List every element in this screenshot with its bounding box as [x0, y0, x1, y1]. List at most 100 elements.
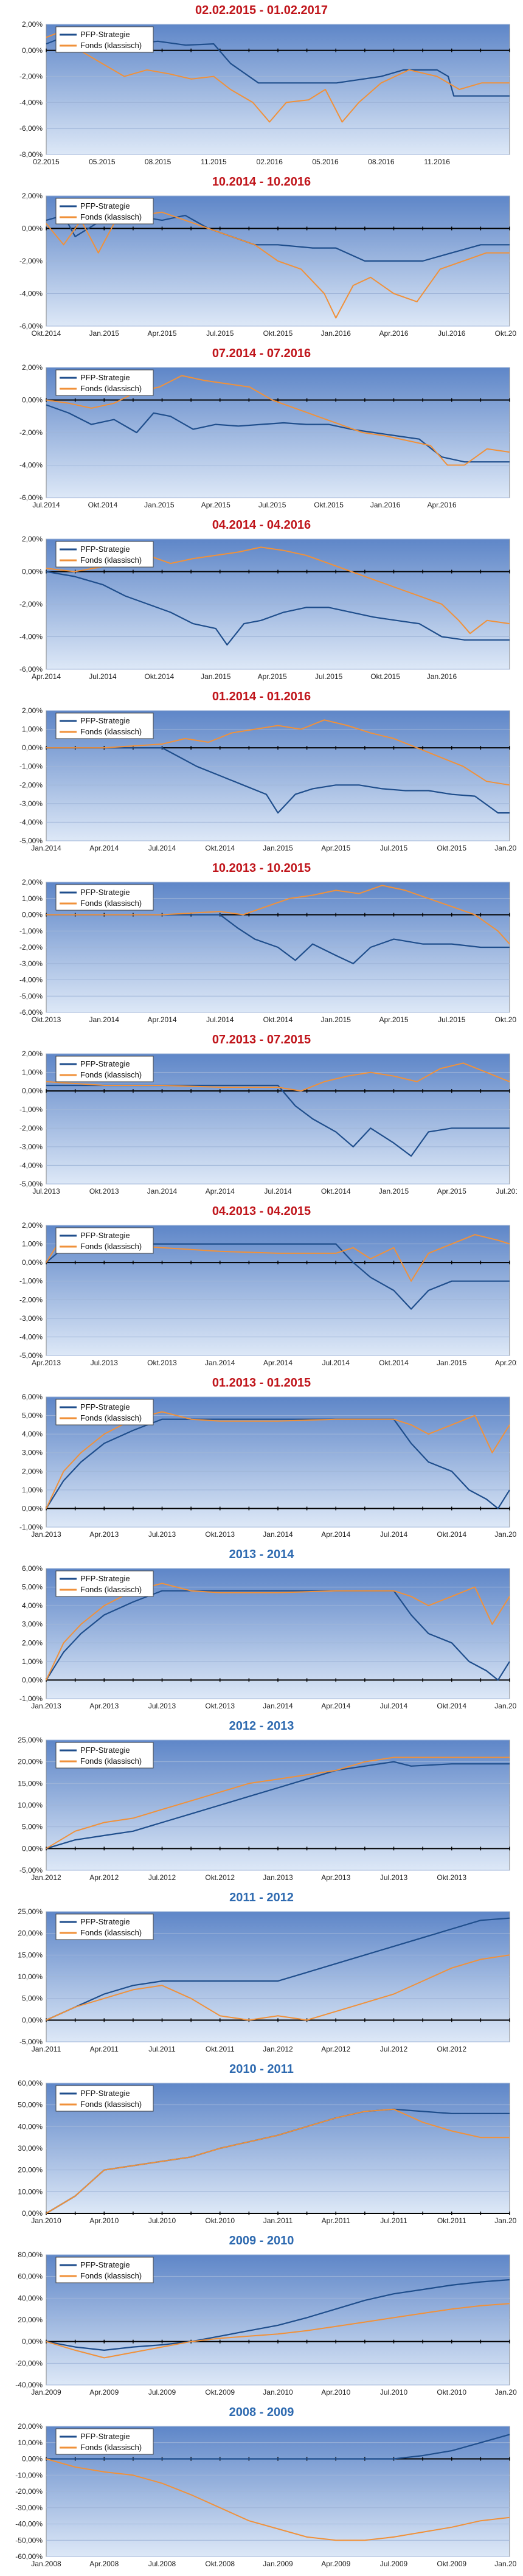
chart-title: 2010 - 2011 — [229, 2063, 294, 2076]
x-tick-label: Jan.2015 — [144, 501, 175, 509]
series-line-pfp — [46, 1761, 510, 1850]
x-tick-label: Jul.2011 — [380, 2216, 407, 2225]
legend-label: PFP-Strategie — [80, 373, 130, 382]
chart-panel: 07.2014 - 07.2016 2,00% 0,00% -2,00% -4,00% -… — [6, 346, 517, 517]
series-line-pfp — [46, 1917, 510, 2021]
y-tick-label: 0,00% — [22, 2455, 43, 2463]
x-tick-label: Okt.2011 — [437, 2216, 466, 2225]
x-tick-label: Okt.2014 — [321, 1187, 351, 1196]
y-tick-label: -20,00% — [15, 2359, 43, 2367]
chart-panel: 07.2013 - 07.2015 2,00% 1,00% 0,00% -1,00% -2… — [6, 1032, 517, 1203]
x-tick-label: Jan.2016 — [494, 844, 517, 852]
series-line-pfp — [46, 747, 510, 814]
line-chart: 2,00% 0,00% -2,00% -4,00% -6,00%Jul.2014 Okt.… — [19, 364, 510, 509]
y-tick-label: -2,00% — [19, 1295, 43, 1304]
chart-panel: 2011 - 2012 25,00% 20,00% 15,00% 10,00% 5,00%… — [6, 1890, 517, 2061]
chart-title: 04.2013 - 04.2015 — [212, 1205, 311, 1218]
y-tick-label: -5,00% — [19, 1866, 43, 1875]
line-chart: 60,00% 50,00% 40,00% 30,00% 20,00% 10,00% 0,00… — [18, 2080, 517, 2225]
y-tick-label: -4,00% — [19, 633, 43, 641]
y-tick-label: 2,00% — [22, 1050, 43, 1058]
line-chart: 80,00% 60,00% 40,00% 20,00% 0,00% -20,00% -40,… — [15, 2251, 517, 2397]
x-tick-label: Apr.2014 — [89, 844, 119, 852]
y-tick-label: -60,00% — [15, 2552, 43, 2561]
y-tick-label: 1,00% — [22, 1240, 43, 1248]
y-tick-label: 0,00% — [22, 2338, 43, 2346]
series-line-pfp — [46, 571, 510, 646]
x-tick-label: Jan.2014 — [89, 1015, 120, 1024]
y-tick-label: 25,00% — [18, 1736, 43, 1744]
legend-label: PFP-Strategie — [80, 1059, 130, 1068]
x-tick-label: Apr.2013 — [89, 1530, 119, 1539]
y-tick-label: 2,00% — [22, 535, 43, 543]
y-tick-label: 2,00% — [22, 707, 43, 715]
x-tick-label: Apr.2013 — [89, 1702, 119, 1710]
x-tick-label: Apr.2015 — [321, 844, 350, 852]
y-tick-label: -2,00% — [19, 781, 43, 789]
x-tick-label: Apr.2016 — [379, 329, 408, 338]
y-tick-label: -4,00% — [19, 1161, 43, 1169]
series-line-pfp — [46, 2278, 510, 2351]
y-tick-label: 0,00% — [22, 1258, 43, 1267]
y-tick-label: -3,00% — [19, 1314, 43, 1323]
x-tick-label: Jul.2015 — [315, 672, 343, 681]
y-tick-label: -40,00% — [15, 2381, 43, 2389]
y-tick-label: 1,00% — [22, 1657, 43, 1666]
y-tick-label: -4,00% — [19, 98, 43, 106]
y-tick-label: -4,00% — [19, 976, 43, 984]
x-tick-label: Okt.2014 — [263, 1015, 293, 1024]
y-tick-label: -2,00% — [19, 428, 43, 437]
x-tick-label: Jul.2015 — [438, 1015, 466, 1024]
x-tick-label: Jul.2014 — [32, 501, 60, 509]
chart-title: 2011 - 2012 — [229, 1891, 294, 1904]
legend-label: Fonds (klassisch) — [80, 555, 142, 565]
x-tick-label: Jan.2010 — [31, 2216, 61, 2225]
x-tick-label: Jul.2013 — [32, 1187, 60, 1196]
x-tick-label: Okt.2010 — [205, 2216, 235, 2225]
series-line-fonds — [46, 211, 510, 319]
y-tick-label: -6,00% — [19, 124, 43, 133]
y-tick-label: 4,00% — [22, 1601, 43, 1610]
x-tick-label: Jul.2014 — [148, 844, 176, 852]
chart-title: 2008 - 2009 — [229, 2406, 294, 2419]
y-tick-label: 0,00% — [22, 1087, 43, 1095]
y-tick-label: -4,00% — [19, 461, 43, 470]
x-tick-label: Jul.2009 — [148, 2388, 176, 2397]
series-line-fonds — [46, 1954, 510, 2021]
x-tick-label: Okt.2014 — [205, 844, 235, 852]
y-tick-label: 15,00% — [18, 1951, 43, 1959]
legend-label: PFP-Strategie — [80, 888, 130, 897]
y-tick-label: 2,00% — [22, 21, 43, 29]
x-tick-label: Jul.2015 — [206, 329, 234, 338]
legend-label: Fonds (klassisch) — [80, 1413, 142, 1422]
y-tick-label: 40,00% — [18, 2122, 43, 2131]
chart-panel: 2012 - 2013 25,00% 20,00% 15,00% 10,00% 5,00%… — [6, 1718, 517, 1890]
y-tick-label: -5,00% — [19, 1351, 43, 1360]
x-tick-label: Jan.2011 — [263, 2216, 293, 2225]
legend — [55, 1570, 154, 1597]
y-tick-label: 10,00% — [18, 1801, 43, 1809]
y-tick-label: 0,00% — [22, 46, 43, 55]
y-tick-label: 2,00% — [22, 1222, 43, 1230]
legend — [55, 1399, 154, 1426]
y-tick-label: -3,00% — [19, 1143, 43, 1151]
line-chart: 2,00%0,00%-2,00%-4,00%-6,00%-8,00%02.201… — [19, 21, 510, 166]
y-tick-label: -8,00% — [19, 150, 43, 159]
legend-label: PFP-Strategie — [80, 2260, 130, 2269]
x-tick-label: Jul.2013 — [148, 1530, 176, 1539]
legend-label: Fonds (klassisch) — [80, 1070, 142, 1079]
x-tick-label: Apr.2010 — [89, 2216, 119, 2225]
x-tick-label: Jan.2014 — [31, 844, 61, 852]
x-tick-label: Jan.2012 — [263, 2045, 293, 2053]
x-tick-label: 08.2016 — [368, 158, 395, 166]
legend — [55, 369, 154, 396]
series-line-pfp — [46, 404, 510, 463]
x-tick-label: Jan.2011 — [32, 2045, 61, 2053]
legend-label: Fonds (klassisch) — [80, 899, 142, 908]
x-tick-label: Apr.2015 — [495, 1359, 517, 1367]
x-tick-label: Apr.2009 — [89, 2388, 119, 2397]
y-tick-label: 1,00% — [22, 894, 43, 903]
x-tick-label: Jan.2010 — [263, 2388, 293, 2397]
x-tick-label: Apr.2014 — [206, 1187, 235, 1196]
x-tick-label: Jan.2014 — [147, 1187, 178, 1196]
